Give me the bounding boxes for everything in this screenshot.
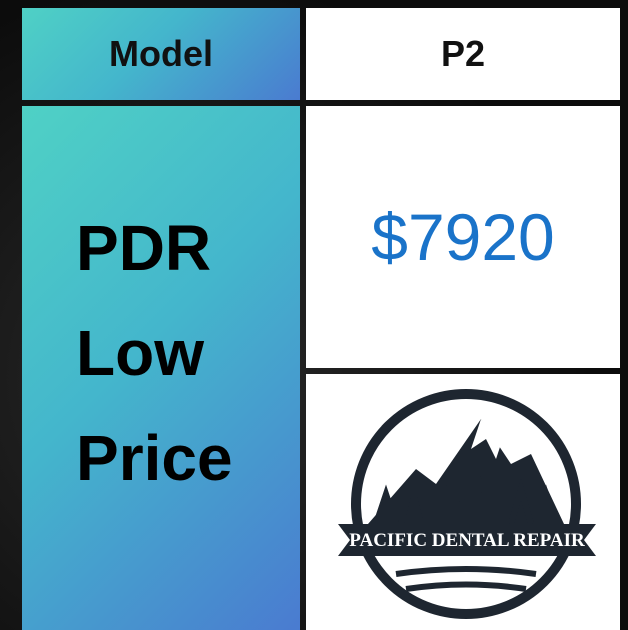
logo-cell: PACIFIC DENTAL REPAIR xyxy=(306,374,620,630)
header-label: Model xyxy=(22,8,300,100)
label-line: PDR xyxy=(76,196,211,301)
logo: PACIFIC DENTAL REPAIR xyxy=(306,374,620,630)
header-model: P2 xyxy=(306,8,620,100)
logo-water xyxy=(396,569,536,589)
label-line: Price xyxy=(76,406,233,511)
logo-text: PACIFIC DENTAL REPAIR xyxy=(349,530,585,551)
page: Model P2 PDR Low Price $7920 PACIFIC DEN… xyxy=(0,0,628,630)
row-label: PDR Low Price xyxy=(22,106,300,630)
price: $7920 xyxy=(306,106,620,368)
label-line: Low xyxy=(76,301,204,406)
